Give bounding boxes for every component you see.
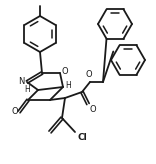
Text: O: O <box>89 105 96 114</box>
Text: N: N <box>18 78 24 86</box>
Text: H: H <box>65 82 71 91</box>
Text: O: O <box>86 70 92 79</box>
Text: O: O <box>12 107 19 116</box>
Text: Cl: Cl <box>77 133 87 142</box>
Text: H: H <box>24 84 30 93</box>
Text: O: O <box>61 68 68 76</box>
